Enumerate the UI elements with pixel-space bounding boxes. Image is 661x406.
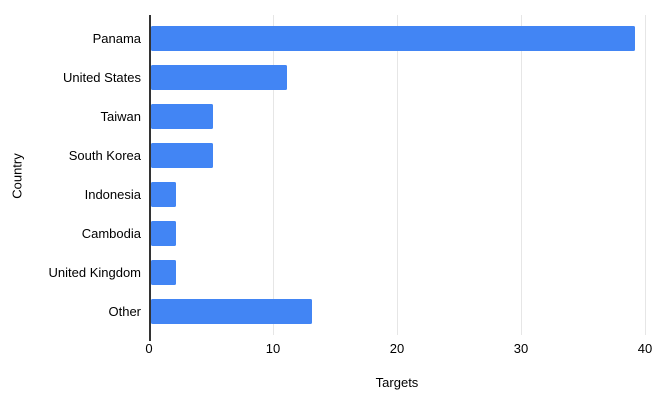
category-label-indonesia: Indonesia xyxy=(84,187,141,202)
x-axis-title: Targets xyxy=(375,375,419,390)
bar-other xyxy=(151,299,313,324)
x-tick-label-10: 10 xyxy=(265,341,281,356)
gridline-10 xyxy=(273,15,274,335)
bar-united-kingdom xyxy=(151,260,176,285)
x-tick-label-40: 40 xyxy=(637,341,653,356)
x-tick-label-20: 20 xyxy=(389,341,405,356)
category-label-panama: Panama xyxy=(92,31,141,46)
category-label-taiwan: Taiwan xyxy=(100,109,141,124)
bar-panama xyxy=(151,26,635,51)
category-label-cambodia: Cambodia xyxy=(81,226,141,241)
x-tick-label-0: 0 xyxy=(145,341,153,356)
y-axis-line xyxy=(149,15,151,341)
category-label-united-kingdom: United Kingdom xyxy=(48,265,142,280)
bar-south-korea xyxy=(151,143,213,168)
category-label-south-korea: South Korea xyxy=(68,148,141,163)
bar-indonesia xyxy=(151,182,176,207)
gridline-40 xyxy=(645,15,646,335)
bar-taiwan xyxy=(151,104,213,129)
category-label-other: Other xyxy=(108,304,141,319)
gridline-20 xyxy=(397,15,398,335)
x-tick-label-30: 30 xyxy=(513,341,529,356)
gridline-30 xyxy=(521,15,522,335)
bar-united-states xyxy=(151,65,288,90)
bar-cambodia xyxy=(151,221,176,246)
plot-area xyxy=(149,15,655,341)
category-label-united-states: United States xyxy=(62,70,141,85)
